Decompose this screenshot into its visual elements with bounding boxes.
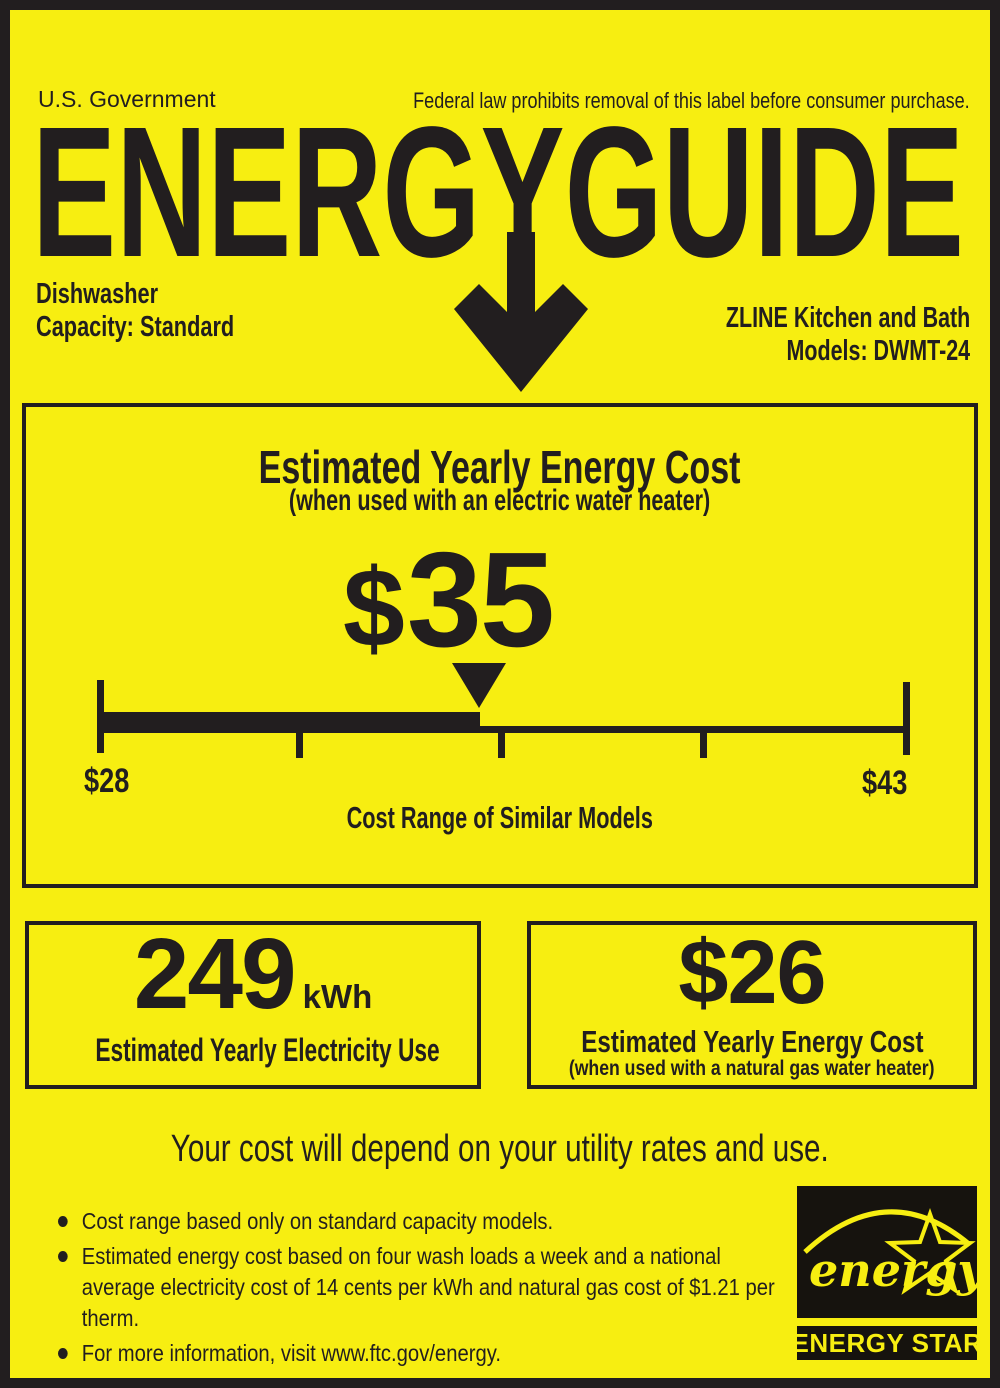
bullet-dot	[58, 1348, 68, 1359]
energyguide-logo-text: ENERGYGUIDE	[32, 118, 964, 264]
gas-cost-value: $26	[678, 923, 826, 1023]
scale-max-label: $43	[862, 764, 908, 802]
model-number: Models: DWMT-24	[786, 335, 970, 367]
bullet-dot	[58, 1251, 68, 1262]
panel-subtitle-text: (when used with an electric water heater…	[289, 484, 711, 517]
brand-name: ZLINE Kitchen and Bath	[725, 302, 970, 334]
bullet-text: Cost range based only on standard capaci…	[81, 1208, 554, 1234]
bullet-text: Estimated energy cost based on four wash…	[81, 1243, 775, 1331]
product-capacity: Capacity: Standard	[36, 311, 235, 343]
cost-marker-triangle-icon	[452, 663, 506, 708]
scale-tick	[296, 733, 303, 758]
down-arrow-icon	[454, 232, 588, 392]
bullet-item: For more information, visit www.ftc.gov/…	[58, 1338, 776, 1369]
cost-currency: $	[343, 546, 407, 670]
kwh-unit: kWh	[302, 978, 373, 1015]
bullet-text: For more information, visit www.ftc.gov/…	[81, 1340, 501, 1366]
scale-filled-bar	[100, 712, 480, 733]
range-caption: Cost Range of Similar Models	[346, 800, 654, 835]
electricity-use-box	[25, 921, 481, 1089]
utility-rates-note: Your cost will depend on your utility ra…	[171, 1128, 829, 1170]
estimated-cost-panel	[22, 403, 978, 888]
electricity-label: Estimated Yearly Electricity Use	[95, 1032, 440, 1068]
gas-cost-sublabel: (when used with a natural gas water heat…	[569, 1057, 935, 1080]
cost-number: 35	[406, 524, 555, 675]
yearly-cost-value: $35	[0, 532, 896, 667]
energyguide-logo: ENERGYGUIDE	[32, 118, 964, 264]
bullet-item: Estimated energy cost based on four wash…	[58, 1241, 776, 1334]
panel-title: Estimated Yearly Energy Cost	[22, 440, 978, 494]
product-type: Dishwasher	[36, 278, 159, 310]
energy-star-logo: energy	[797, 1186, 977, 1318]
panel-subtitle: (when used with an electric water heater…	[22, 484, 978, 518]
footnote-bullet-list: Cost range based only on standard capaci…	[58, 1206, 776, 1373]
star-icon	[884, 1208, 976, 1295]
scale-tick	[700, 733, 707, 758]
panel-title-text: Estimated Yearly Energy Cost	[259, 441, 741, 493]
scale-line	[480, 726, 906, 733]
product-info: Dishwasher Capacity: Standard	[36, 278, 300, 344]
federal-notice-label: Federal law prohibits removal of this la…	[413, 88, 970, 113]
scale-tick	[498, 733, 505, 758]
gas-cost-box	[527, 921, 977, 1089]
us-government-text: U.S. Government	[38, 86, 216, 113]
federal-notice-text: Federal law prohibits removal of this la…	[291, 88, 970, 114]
gas-cost-label: Estimated Yearly Energy Cost	[580, 1024, 924, 1059]
brand-info: ZLINE Kitchen and Bath Models: DWMT-24	[640, 302, 970, 368]
bullet-item: Cost range based only on standard capaci…	[58, 1206, 776, 1237]
kwh-number: 249	[133, 918, 297, 1030]
energy-star-wordmark: ENERGY STAR	[792, 1326, 982, 1360]
scale-min-label: $28	[84, 762, 130, 800]
electricity-value: 249 kWh	[25, 924, 481, 1024]
scale-right-endcap	[903, 682, 910, 755]
us-government-label: U.S. Government	[38, 86, 216, 112]
bullet-dot	[58, 1216, 68, 1227]
